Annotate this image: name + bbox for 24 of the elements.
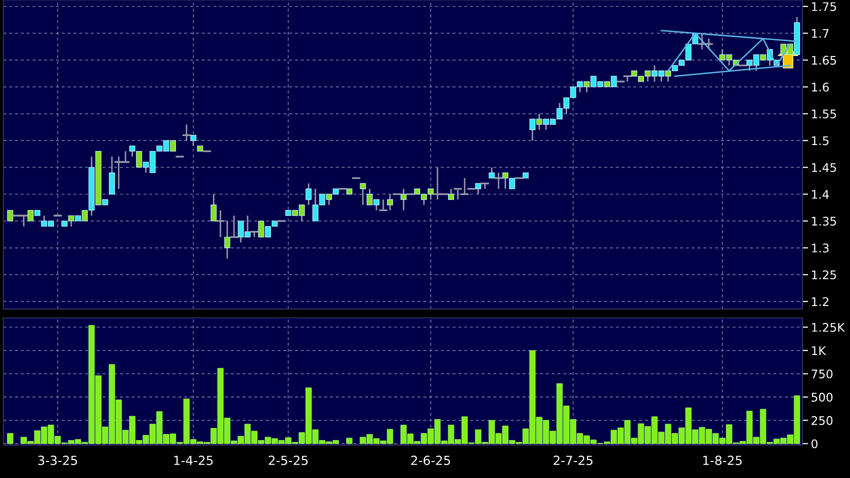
x-tick-label: 2-5-25 [268,456,308,466]
x-tick-label: 2-6-25 [411,456,450,466]
x-tick-label: 1-8-25 [703,456,742,466]
y-tick-label: 1K [812,346,826,355]
x-tick-label: 3-3-25 [38,456,77,466]
y-tick-label: 1.25K [812,322,846,332]
y-tick-label: 1.7 [812,29,828,38]
x-tick-label: 1-4-25 [174,456,213,466]
y-tick-label: 1.3 [812,244,829,252]
y-tick-label: 1.2 [812,297,828,306]
y-tick-label: 1.55 [812,110,836,118]
y-tick-label: 750 [812,369,832,378]
y-tick-label: 1.45 [812,163,836,172]
y-tick-label: 1.25 [812,270,836,280]
y-tick-label: 0 [812,439,818,448]
y-tick-label: 1.75 [812,2,836,12]
y-tick-label: 1.5 [812,136,828,146]
x-tick-label: 2-7-25 [554,456,592,466]
y-tick-label: 1.65 [812,56,836,65]
y-tick-label: 500 [812,392,832,402]
y-tick-label: 250 [812,416,832,425]
y-tick-label: 1.6 [812,82,829,92]
y-tick-label: 1.4 [812,190,829,199]
y-tick-label: 1.35 [812,216,836,226]
